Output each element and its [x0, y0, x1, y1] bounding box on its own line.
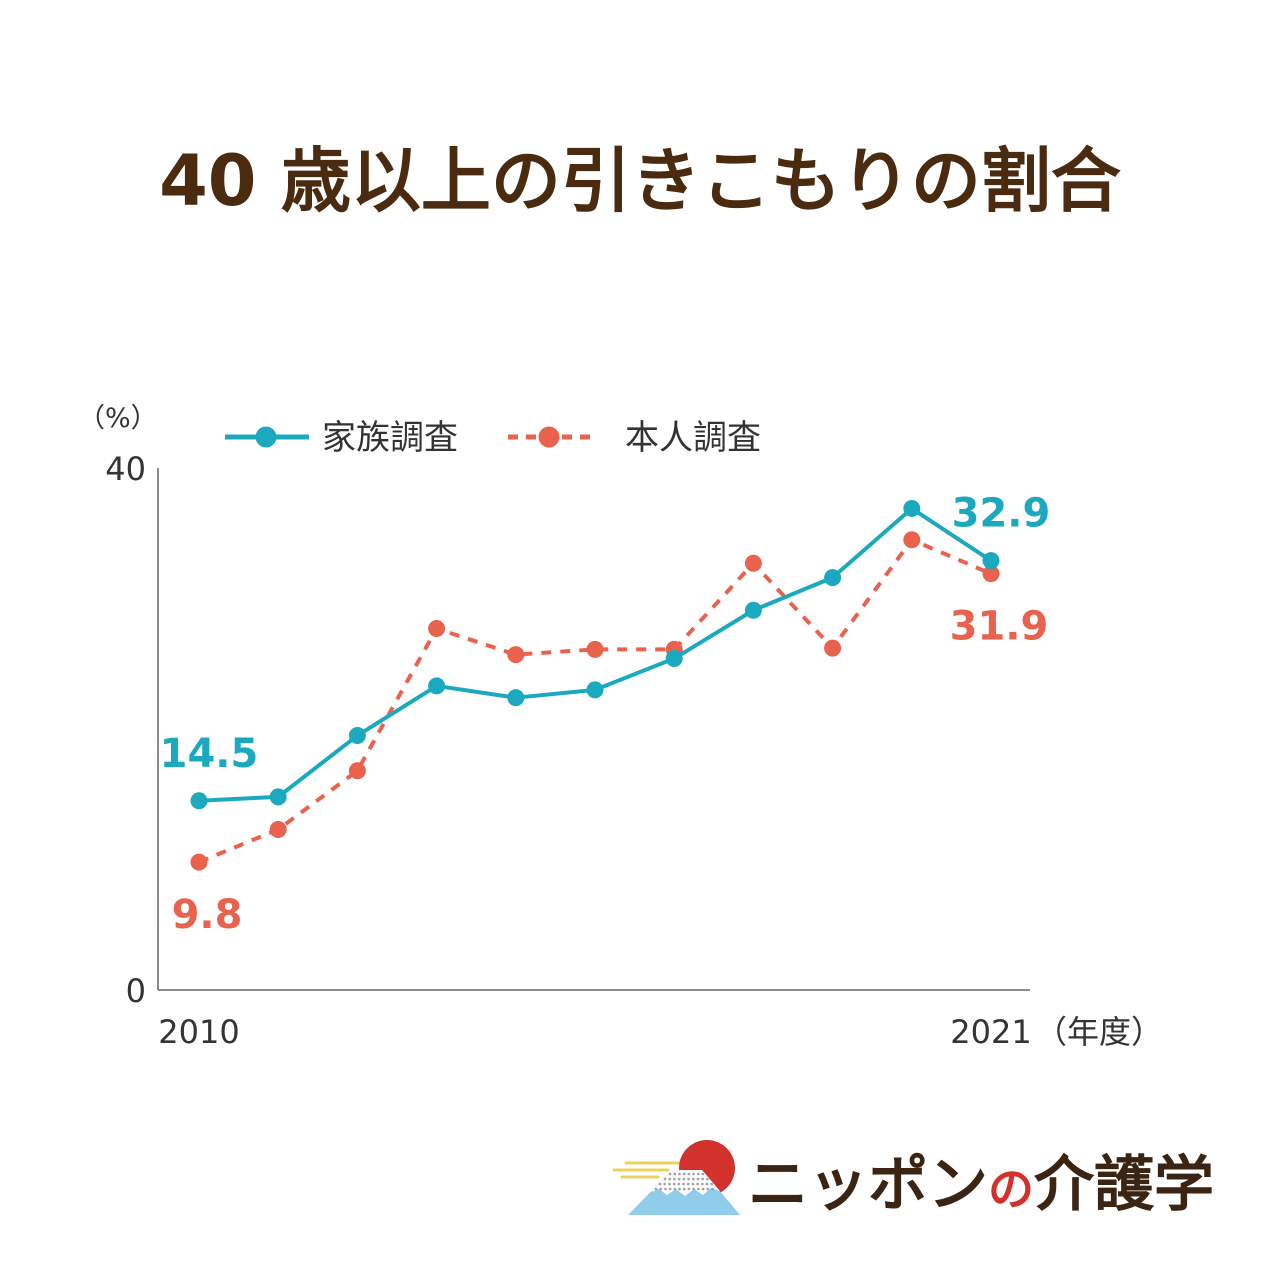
legend-label-0: 家族調査 — [322, 418, 458, 458]
data-label-3: 31.9 — [950, 604, 1049, 650]
x-tick-label: 2010 — [158, 1013, 239, 1051]
series-0-point-2 — [348, 727, 366, 745]
series-0-point-6 — [665, 650, 683, 668]
logo-text-part: ニッポン — [748, 1150, 988, 1220]
series-0-point-10 — [982, 552, 1000, 570]
series-1-point-8 — [824, 639, 842, 657]
series-0-point-0 — [190, 792, 208, 810]
series-1-line — [198, 537, 992, 864]
x-tick-label: 2021 — [950, 1013, 1031, 1051]
series-0-point-7 — [744, 601, 762, 619]
legend-marker-0 — [255, 426, 277, 448]
logo-text-accent: の — [988, 1162, 1034, 1216]
chart-title: 40 歳以上の引きこもりの割合 — [159, 140, 1121, 222]
y-tick-label: 0 — [126, 972, 146, 1010]
series-1-point-5 — [586, 640, 604, 658]
data-label-1: 9.8 — [172, 892, 243, 938]
series-0-point-9 — [903, 499, 921, 517]
series-1-point-10 — [982, 565, 1000, 583]
legend-label-1: 本人調査 — [625, 418, 761, 458]
data-label-0: 14.5 — [160, 731, 259, 777]
series-0-point-5 — [586, 681, 604, 699]
mount-fuji-sun-icon — [612, 1140, 740, 1215]
series-1-point-9 — [903, 531, 921, 549]
series-1-point-1 — [269, 820, 287, 838]
logo-wordmark: ニッポンの介護学 — [748, 1140, 1214, 1230]
series-0-point-1 — [269, 788, 287, 806]
series-1-point-4 — [507, 646, 525, 664]
data-label-2: 32.9 — [952, 491, 1051, 537]
y-axis-unit-label: （%） — [78, 403, 158, 434]
series-1-point-0 — [190, 853, 208, 871]
series-1-point-2 — [348, 762, 366, 780]
series-0-point-4 — [507, 689, 525, 707]
series-0-point-3 — [428, 677, 446, 695]
y-tick-label: 40 — [105, 450, 146, 488]
legend-marker-1 — [538, 426, 560, 448]
series-1-point-3 — [428, 620, 446, 638]
x-axis-unit-label: （年度） — [1035, 1013, 1163, 1051]
series-0-point-8 — [824, 569, 842, 587]
logo-text-part: 介護学 — [1034, 1150, 1214, 1220]
series-1-point-7 — [744, 554, 762, 572]
